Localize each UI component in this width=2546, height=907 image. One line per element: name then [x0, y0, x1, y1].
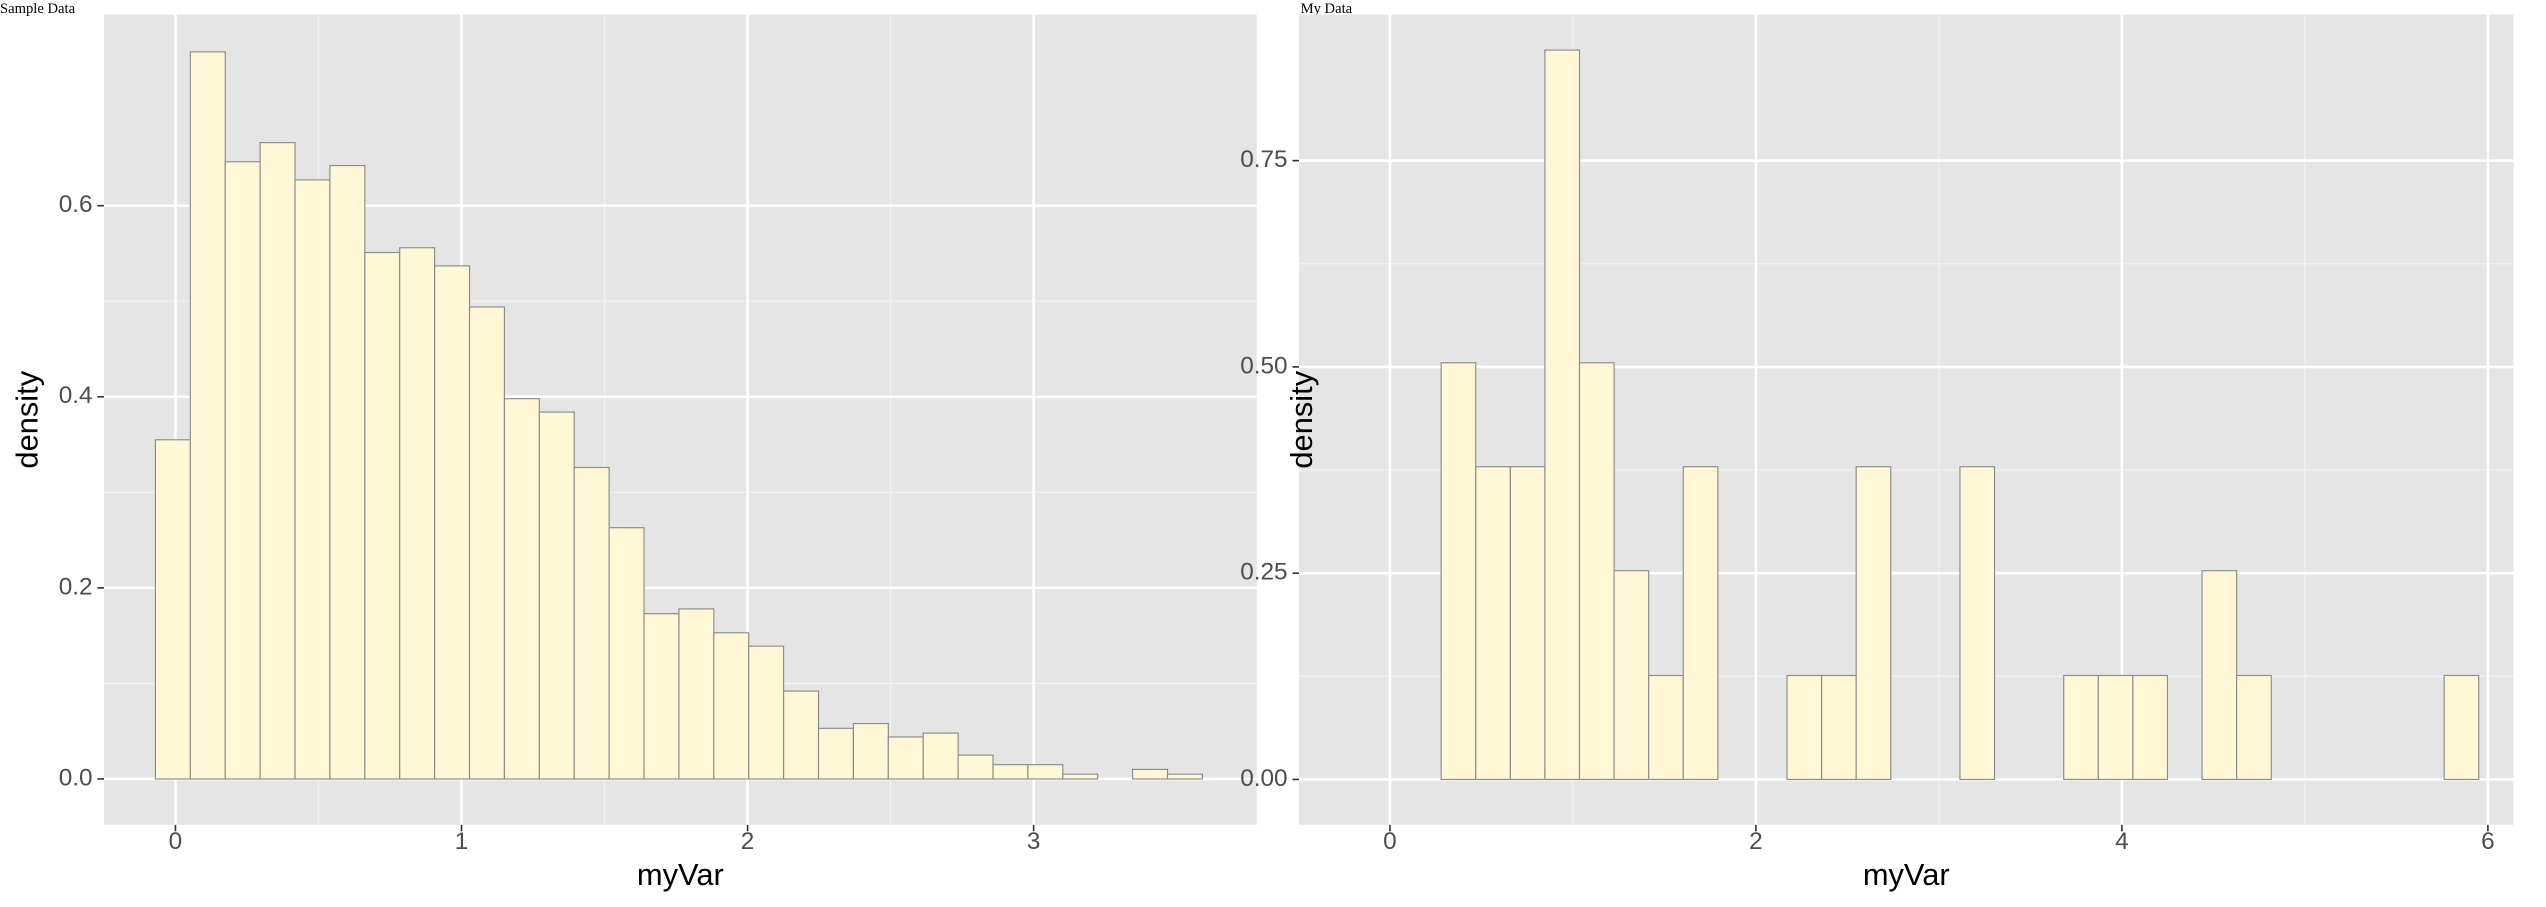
bar: [922, 732, 959, 780]
x-tick-label: 2: [1749, 828, 1763, 855]
bar: [957, 754, 994, 780]
bar: [2132, 674, 2169, 781]
bar: [2201, 570, 2238, 781]
bar: [1682, 466, 1719, 781]
bar: [678, 608, 715, 780]
bar: [887, 736, 924, 780]
bar: [1544, 49, 1581, 781]
bar: [503, 398, 540, 780]
bar: [992, 764, 1029, 780]
bar: [1440, 362, 1477, 781]
panel-title: Sample Data: [0, 1, 76, 17]
y-tick-label: 0.75: [1240, 146, 1287, 173]
x-tick-label: 6: [2481, 828, 2495, 855]
y-tick-label: 0.25: [1240, 559, 1287, 586]
bar: [1062, 773, 1099, 780]
bar: [1027, 764, 1064, 780]
x-axis-title: myVar: [1863, 857, 1950, 892]
x-tick-label: 0: [1383, 828, 1397, 855]
bar: [294, 179, 331, 780]
bar: [852, 722, 889, 780]
bar: [329, 165, 366, 780]
y-axis-title: density: [1284, 370, 1319, 468]
y-tick-label: 0.0: [59, 764, 93, 791]
y-tick-label: 0.4: [59, 382, 93, 409]
bar: [1786, 674, 1823, 781]
bar: [2097, 674, 2134, 781]
y-tick-label: 0.2: [59, 573, 93, 600]
bar: [399, 247, 436, 780]
bar: [1648, 674, 1684, 781]
y-tick-label: 0.00: [1240, 765, 1287, 792]
bar: [538, 411, 575, 780]
bar: [1166, 773, 1203, 780]
x-tick-label: 2: [741, 828, 755, 855]
bar: [2236, 674, 2272, 781]
bar: [1132, 768, 1169, 780]
bar: [748, 645, 785, 780]
bar: [189, 51, 226, 780]
x-axis-title: myVar: [637, 857, 724, 892]
bar: [1509, 466, 1546, 781]
y-tick-label: 0.6: [59, 191, 93, 218]
bar: [1855, 466, 1892, 781]
x-tick-label: 0: [169, 828, 183, 855]
bar: [1475, 466, 1511, 781]
bar: [817, 727, 854, 780]
x-tick-label: 1: [455, 828, 469, 855]
bar: [154, 439, 191, 780]
x-tick-label: 4: [2115, 828, 2129, 855]
bar: [608, 527, 645, 780]
bar: [713, 632, 750, 780]
bar: [2443, 674, 2480, 781]
x-tick-label: 3: [1027, 828, 1041, 855]
bar: [224, 161, 261, 780]
panel-title: My Data: [1301, 1, 1353, 17]
bar: [1613, 570, 1650, 781]
bar: [1578, 362, 1615, 781]
bar: [643, 613, 680, 780]
bar: [259, 142, 296, 780]
bar: [783, 690, 820, 780]
bar: [1959, 466, 1996, 781]
bar: [2063, 674, 2099, 781]
bar: [434, 265, 471, 780]
y-axis-title: density: [9, 370, 44, 468]
bar: [573, 466, 610, 780]
bar: [468, 306, 505, 780]
bar: [1821, 674, 1857, 781]
y-tick-label: 0.50: [1240, 352, 1287, 379]
bar: [364, 251, 401, 780]
